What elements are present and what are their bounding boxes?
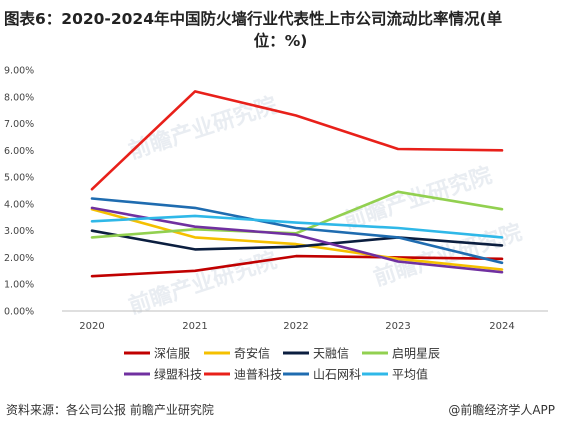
legend-label: 天融信 [313,347,349,361]
watermark-text: 前瞻产业研究院 [126,92,281,164]
legend-label: 奇安信 [234,346,270,361]
y-tick-label: 6.00% [4,146,34,157]
y-axis: 0.00% 1.00% 2.00% 3.00% 4.00% 5.00% 6.00% 7.00%… [4,66,34,318]
y-tick-label: 7.00% [4,119,34,130]
source-note: 资料来源：各公司公报 前瞻产业研究院 [6,403,214,417]
watermark-text: 前瞻产业研究院 [371,219,526,291]
y-tick-label: 1.00% [4,280,34,291]
legend-label: 绿盟科技 [154,367,202,382]
chart-title-line-1: 图表6：2020-2024年中国防火墙行业代表性上市公司流动比率情况(单 [4,10,503,28]
series-line [90,90,504,191]
brand-credit: @前瞻经济学人APP [448,403,555,417]
x-tick-label: 2023 [385,321,410,332]
y-tick-label: 8.00% [4,92,34,103]
y-tick-label: 4.00% [4,199,34,210]
series-line [90,229,504,251]
series-lines [90,90,504,278]
x-tick-label: 2024 [489,321,514,332]
chart-title: 图表6：2020-2024年中国防火墙行业代表性上市公司流动比率情况(单 位：%… [4,8,557,52]
watermark-text: 前瞻产业研究院 [126,247,281,319]
x-tick-label: 2021 [182,321,207,332]
y-tick-label: 9.00% [4,66,34,77]
x-tick-label: 2020 [79,321,104,332]
y-tick-label: 2.00% [4,253,34,264]
series-line [90,206,504,274]
series-line [90,207,504,271]
x-tick-label: 2022 [283,321,308,332]
y-tick-label: 0.00% [4,307,34,318]
legend-label: 启明星辰 [392,347,440,361]
legend-label: 平均值 [392,367,428,382]
x-axis: 2020 2021 2022 2023 2024 [62,310,548,332]
series-line [90,214,504,239]
chart-title-line-2: 位：%) [253,32,308,50]
legend-label: 迪普科技 [234,368,282,382]
y-tick-label: 3.00% [4,226,34,237]
series-line [90,254,504,278]
series-line [90,190,504,239]
legend-label: 山石网科 [313,368,361,382]
y-tick-label: 5.00% [4,173,34,184]
watermark-text: 前瞻产业研究院 [341,162,496,234]
series-line [90,197,504,265]
footer: 资料来源：各公司公报 前瞻产业研究院 @前瞻经济学人APP [6,401,555,418]
legend-label: 深信服 [154,347,190,361]
